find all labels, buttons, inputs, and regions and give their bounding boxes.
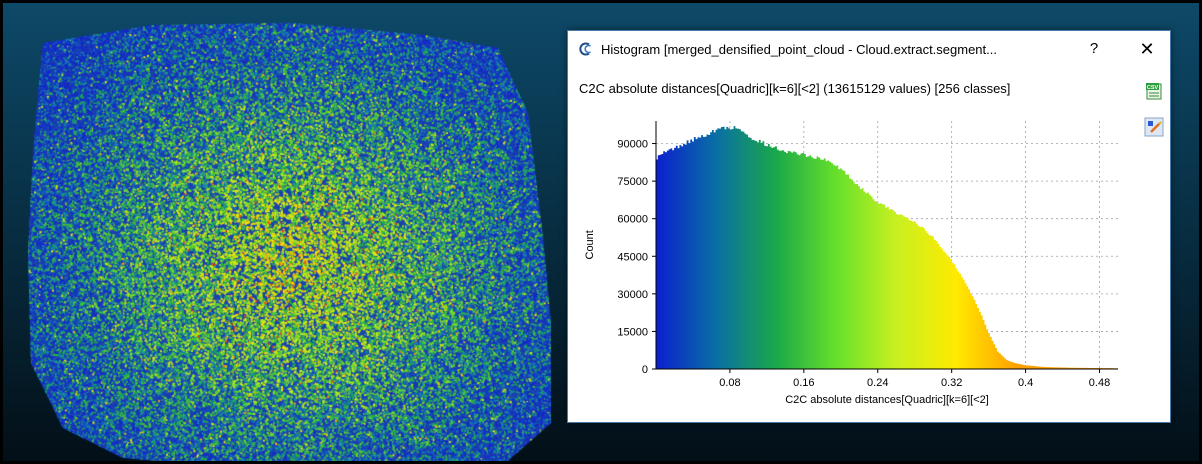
y-tick-label: 0 (642, 364, 648, 376)
histogram-header: C2C absolute distances[Quadric][k=6][<2]… (579, 81, 1011, 96)
dialog-titlebar[interactable]: Histogram [merged_densified_point_cloud … (568, 31, 1170, 67)
y-tick-label: 60000 (617, 214, 648, 226)
cloudcompare-logo-icon (579, 42, 591, 56)
y-tick-label: 75000 (617, 176, 648, 188)
histogram-chart: 0 15000 30000 45000 60000 75000 90000 0.08 0.16 0… (584, 121, 1118, 406)
export-icon-label: CSV (1147, 85, 1159, 91)
x-tick-label: 0.48 (1089, 377, 1110, 389)
x-tick-label: 0.32 (941, 377, 962, 389)
help-button[interactable]: ? (1089, 40, 1099, 57)
color-scale-edit-icon[interactable] (1144, 117, 1164, 137)
y-tick-label: 30000 (617, 289, 648, 301)
close-button[interactable]: ✕ (1139, 39, 1155, 59)
x-tick-label: 0.16 (793, 377, 814, 389)
x-tick-label: 0.24 (867, 377, 888, 389)
chart-tick-labels: 0 15000 30000 45000 60000 75000 90000 0.08 0.16 0… (617, 139, 1110, 389)
x-axis-label: C2C absolute distances[Quadric][k=6][<2] (785, 394, 989, 406)
histogram-dialog: Histogram [merged_densified_point_cloud … (567, 30, 1171, 423)
y-tick-label: 45000 (617, 251, 648, 263)
y-axis-label: Count (584, 230, 596, 259)
histogram-bars (656, 126, 1118, 369)
y-tick-label: 90000 (617, 139, 648, 151)
chart-axes (655, 121, 1118, 370)
x-tick-label: 0.08 (719, 377, 740, 389)
dialog-title: Histogram [merged_densified_point_cloud … (601, 42, 997, 57)
y-tick-label: 15000 (617, 326, 648, 338)
x-tick-label: 0.4 (1018, 377, 1033, 389)
export-csv-icon[interactable]: CSV (1144, 81, 1164, 101)
